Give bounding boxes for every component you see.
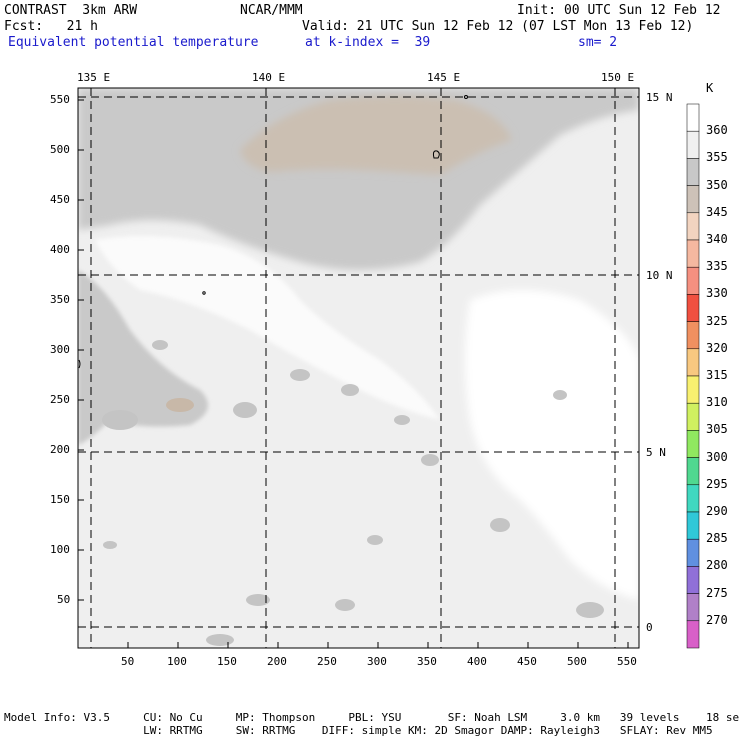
x-tick-label: 550 (617, 655, 637, 668)
warm-streak (95, 236, 440, 420)
lat-lon-grid (78, 88, 639, 648)
plot-frame (77, 87, 640, 649)
island-outline (78, 359, 81, 369)
colorbar-level-label: 335 (706, 259, 728, 274)
colorbar-swatch (686, 484, 700, 513)
smoothing-label: sm= 2 (578, 35, 618, 50)
x-tick-label: 250 (317, 655, 337, 668)
x-tick-label: 150 (217, 655, 237, 668)
forecast-hour: Fcst: 21 h (4, 19, 98, 34)
colorbar-swatch (686, 593, 700, 622)
lat-label: 15 N (646, 91, 673, 104)
colorbar-swatch (686, 511, 700, 540)
colorbar-swatch (686, 103, 700, 132)
lon-label: 140 E (252, 71, 286, 84)
y-tick-label: 550 (50, 93, 70, 106)
island-outline (432, 150, 440, 159)
lon-label: 135 E (77, 71, 111, 84)
colorbar-swatch (686, 457, 700, 486)
colorbar-swatch (686, 239, 700, 268)
x-tick-label: 400 (467, 655, 487, 668)
colorbar-level-label: 340 (706, 232, 728, 246)
valid-time: Valid: 21 UTC Sun 12 Feb 12 (07 LST Mon … (302, 19, 694, 34)
y-tick-label: 400 (50, 243, 70, 256)
x-tick-label: 450 (517, 655, 537, 668)
y-tick-label: 450 (50, 193, 70, 206)
y-tick-label: 150 (50, 493, 70, 506)
colorbar (686, 103, 700, 649)
colorbar-swatch (686, 538, 700, 567)
colorbar-level-label: 350 (706, 177, 728, 192)
colorbar-swatch (686, 294, 700, 322)
organization-label: NCAR/MMM (240, 3, 303, 18)
x-tick-label: 50 (121, 655, 135, 668)
colorbar-level-label: 270 (706, 612, 728, 627)
lon-label: 150 E (601, 71, 635, 84)
island-outline (202, 291, 206, 295)
colorbar-level-label: 325 (706, 313, 728, 328)
theta-e-field (78, 88, 639, 648)
y-tick-label: 200 (50, 443, 70, 456)
coastlines (78, 95, 468, 369)
colorbar-level-label: 345 (706, 204, 728, 219)
colorbar-level-label: 290 (706, 504, 728, 518)
x-tick-label: 350 (417, 655, 437, 668)
model-info-line2: LW: RRTMG SW: RRTMG DIFF: simple KM: 2D … (4, 724, 713, 737)
colorbar-swatch (686, 212, 700, 241)
colorbar-level-label: 320 (706, 340, 728, 355)
y-tick-label: 250 (50, 393, 70, 406)
colorbar-level-label: 280 (706, 558, 728, 573)
colorbar-swatch (686, 130, 700, 159)
y-tick-label: 300 (50, 343, 70, 356)
colorbar-level-label: 275 (706, 585, 728, 600)
level-label: at k-index = 39 (305, 35, 431, 50)
y-tick-label: 500 (50, 143, 70, 156)
colorbar-level-label: 355 (706, 150, 728, 165)
lat-label: 5 N (646, 446, 666, 459)
colorbar-level-label: 315 (706, 368, 728, 382)
colorbar-swatch (686, 566, 700, 594)
warm-core (240, 96, 512, 175)
colorbar-level-label: 295 (706, 476, 728, 491)
y-tick-label: 50 (57, 593, 71, 606)
colorbar-unit: K (706, 81, 714, 95)
colorbar-level-label: 330 (706, 286, 728, 301)
colorbar-swatch (686, 158, 700, 186)
colorbar-swatch (686, 620, 700, 649)
lon-label: 145 E (427, 71, 461, 84)
island-outline (464, 95, 468, 99)
colorbar-swatch (686, 348, 700, 377)
model-info-line1: Model Info: V3.5 CU: No Cu MP: Thompson … (4, 711, 740, 724)
x-tick-label: 200 (267, 655, 287, 668)
field-name: Equivalent potential temperature (8, 35, 259, 50)
model-title: CONTRAST 3km ARW (4, 3, 138, 18)
colorbar-swatch (686, 430, 700, 458)
colorbar-level-label: 360 (706, 123, 728, 138)
colorbar-level-label: 310 (706, 395, 728, 410)
colorbar-swatch (686, 185, 700, 214)
colorbar-swatch (686, 266, 700, 295)
colorbar-swatch (686, 321, 700, 350)
lat-label: 10 N (646, 269, 673, 282)
x-tick-label: 300 (367, 655, 387, 668)
colorbar-level-label: 285 (706, 531, 728, 546)
colorbar-level-label: 300 (706, 449, 728, 464)
init-time: Init: 00 UTC Sun 12 Feb 12 (517, 3, 721, 18)
cloud-blobs (102, 340, 604, 646)
axis-ticks (78, 99, 629, 648)
warm-patch-east (465, 290, 639, 600)
lat-label: 0 (646, 621, 653, 634)
y-tick-label: 350 (50, 293, 70, 306)
x-tick-label: 100 (167, 655, 187, 668)
colorbar-swatch (686, 375, 700, 404)
colorbar-swatch (686, 402, 700, 431)
colorbar-level-label: 305 (706, 422, 728, 437)
x-tick-label: 500 (567, 655, 587, 668)
y-tick-label: 100 (50, 543, 70, 556)
